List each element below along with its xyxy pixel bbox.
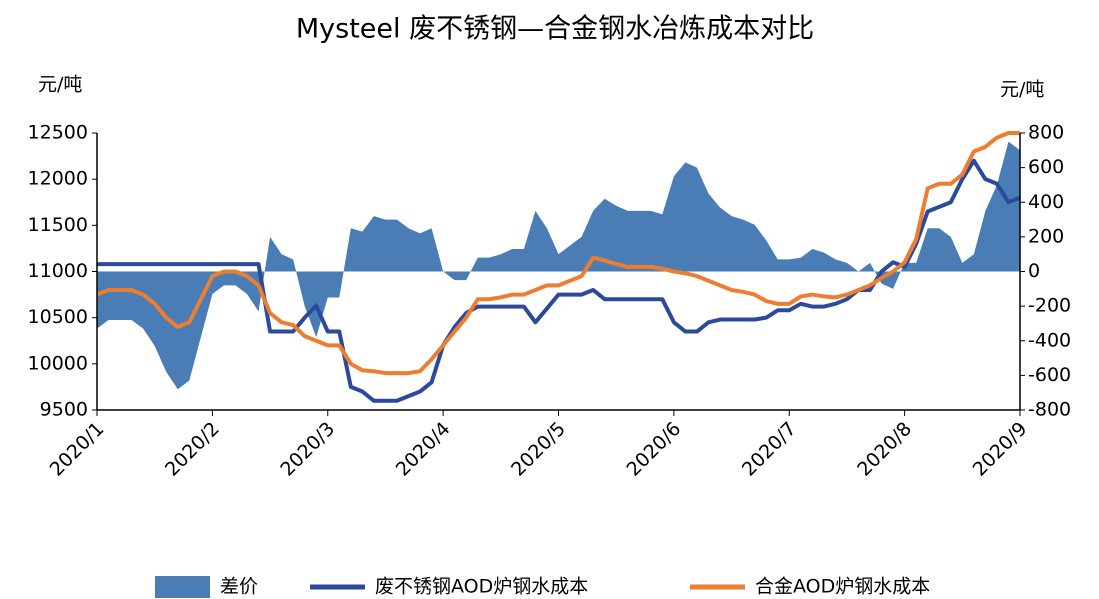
- y-tick-label: 9500: [40, 399, 88, 421]
- y2-tick-label: -600: [1028, 364, 1071, 386]
- y2-tick-label: 400: [1028, 191, 1064, 213]
- x-tick-label: 2020/6: [622, 418, 685, 481]
- y2-tick-label: -400: [1028, 329, 1071, 351]
- line: [96, 131, 1020, 376]
- y-tick-label: 10000: [28, 352, 88, 374]
- x-tick-label: 2020/2: [161, 418, 224, 481]
- y2-tick-label: -800: [1028, 399, 1071, 421]
- y2-tick-label: 800: [1028, 122, 1064, 144]
- x-tick-label: 2020/9: [969, 418, 1032, 481]
- legend-label: 差价: [220, 576, 258, 598]
- x-tick-label: 2020/7: [738, 418, 801, 481]
- y2-tick-label: -200: [1028, 295, 1071, 317]
- y-tick-label: 10500: [28, 306, 88, 328]
- area: [97, 141, 1020, 390]
- x-tick-label: 2020/3: [276, 418, 339, 481]
- y-tick-label: 11000: [28, 260, 88, 282]
- y2-tick-label: 0: [1028, 260, 1040, 282]
- y2-axis-label: 元/吨: [1000, 79, 1044, 101]
- legend-swatch: [155, 576, 210, 598]
- legend-label: 废不锈钢AOD炉钢水成本: [375, 576, 588, 598]
- line: [97, 158, 1021, 403]
- x-tick-label: 2020/4: [392, 418, 455, 481]
- x-tick-label: 2020/8: [853, 418, 916, 481]
- y2-tick-label: 600: [1028, 156, 1064, 178]
- y-tick-label: 11500: [28, 214, 88, 236]
- x-tick-label: 2020/5: [507, 418, 570, 481]
- y-axis-label: 元/吨: [38, 74, 82, 96]
- y-tick-label: 12500: [28, 122, 88, 144]
- legend-label: 合金AOD炉钢水成本: [755, 576, 930, 598]
- y-tick-label: 12000: [28, 168, 88, 190]
- x-tick-label: 2020/1: [46, 418, 109, 481]
- chart-title: Mysteel 废不锈钢—合金钢水冶炼成本对比: [296, 14, 814, 45]
- y2-tick-label: 200: [1028, 225, 1064, 247]
